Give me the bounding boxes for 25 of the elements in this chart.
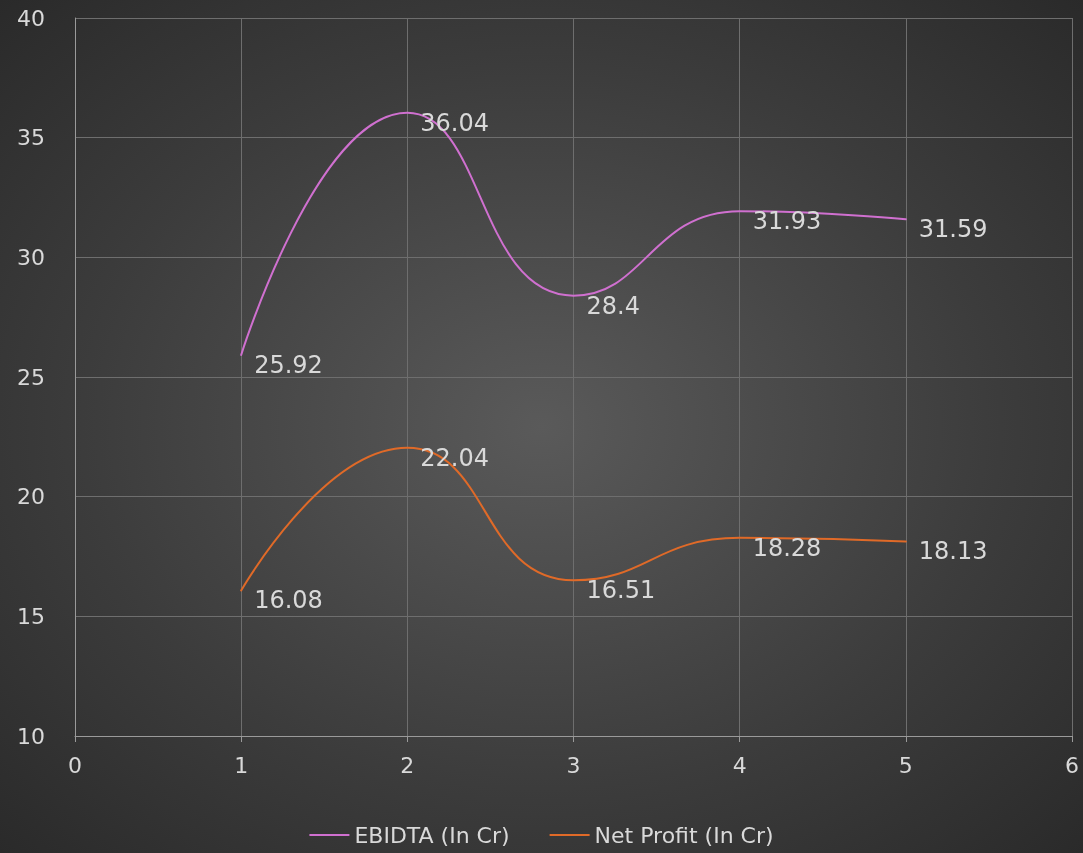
x-tick-label: 2 [400,752,415,778]
x-tick-label: 6 [1065,752,1079,778]
data-label: 18.13 [918,537,988,566]
data-label: 31.59 [918,215,988,244]
data-label: 25.92 [254,350,323,379]
legend-label: EBIDTA (In Cr) [354,822,510,848]
line-series [240,111,907,356]
x-tick-label: 4 [732,752,747,778]
data-label: 16.08 [254,586,323,615]
data-label: 16.51 [586,576,656,605]
y-tick-label: 15 [17,603,45,629]
y-tick-label: 35 [17,125,45,151]
x-tick-label: 0 [68,752,82,778]
y-tick-label: 40 [17,5,45,31]
y-tick-label: 25 [17,364,45,390]
y-tick-label: 10 [17,723,45,749]
data-label: 28.4 [586,291,640,320]
y-tick-label: 20 [17,484,45,510]
x-tick-label: 3 [566,752,581,778]
data-label: 31.93 [752,207,822,236]
y-tick-label: 30 [17,244,45,270]
data-label: 18.28 [752,533,822,562]
legend-label: Net Profit (In Cr) [594,822,774,848]
x-tick-label: 5 [898,752,913,778]
x-tick-label: 1 [234,752,249,778]
